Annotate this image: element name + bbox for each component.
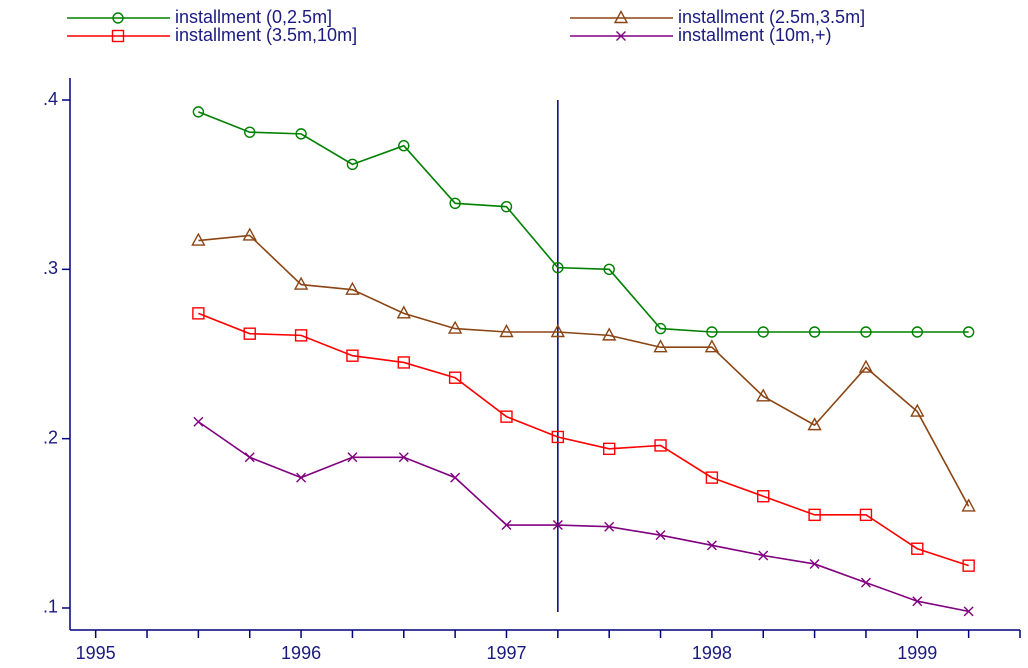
data-point [397, 356, 410, 369]
y-tick-label: .1 [43, 597, 58, 617]
legend-marker [613, 10, 629, 24]
x-tick-label: 1997 [486, 643, 526, 663]
data-point [244, 126, 256, 138]
data-point [858, 359, 874, 373]
data-point [961, 498, 976, 512]
data-point [552, 520, 563, 531]
data-point [500, 200, 513, 213]
legend-label: installment (10m,+) [678, 25, 832, 45]
data-point [602, 327, 617, 341]
data-point [295, 128, 307, 140]
data-point [193, 416, 204, 427]
data-point [244, 452, 255, 463]
data-point [192, 106, 205, 118]
data-point [807, 417, 822, 431]
series-line [197, 421, 969, 613]
data-point [963, 606, 974, 617]
data-point [242, 227, 257, 241]
data-point [655, 530, 666, 541]
data-point [654, 322, 667, 335]
data-point [347, 452, 358, 463]
data-point [705, 471, 719, 484]
data-point [706, 540, 717, 551]
data-point [860, 577, 871, 588]
data-point [911, 326, 923, 338]
data-point [653, 339, 668, 353]
data-point [704, 339, 720, 353]
data-point [757, 490, 770, 503]
data-point [552, 261, 564, 274]
legend-marker [111, 29, 125, 43]
data-point [396, 305, 411, 319]
data-point [192, 307, 205, 320]
legend-marker [616, 31, 626, 41]
data-point [603, 263, 615, 276]
data-point [604, 521, 615, 532]
data-point [499, 324, 514, 338]
x-tick-label: 1995 [76, 643, 116, 663]
legend-label: installment (0,2.5m] [175, 7, 332, 27]
series-line [198, 111, 969, 333]
legend-label: installment (3.5m,10m] [175, 25, 357, 45]
data-point [757, 326, 769, 338]
series-line [198, 312, 969, 567]
data-point [860, 326, 872, 338]
data-point [912, 596, 923, 607]
data-point [293, 276, 309, 290]
y-tick-label: .2 [43, 427, 58, 447]
data-point [346, 349, 359, 362]
data-point [243, 327, 256, 340]
data-point [450, 472, 461, 483]
data-point [294, 329, 308, 342]
legend-marker [112, 12, 124, 24]
data-point [809, 558, 820, 569]
y-tick-label: .4 [43, 89, 58, 109]
data-point [296, 472, 307, 483]
data-point [758, 550, 769, 561]
data-point [910, 403, 925, 417]
data-point [962, 559, 975, 572]
data-point [859, 508, 873, 522]
x-tick-label: 1999 [897, 643, 937, 663]
series-line [198, 234, 970, 507]
data-point [808, 508, 821, 522]
data-point [398, 452, 409, 463]
data-point [550, 324, 566, 338]
data-point [551, 430, 565, 444]
data-point [706, 326, 718, 338]
data-point [449, 197, 461, 210]
data-point [962, 326, 975, 338]
data-point [808, 326, 821, 338]
data-point [500, 410, 513, 423]
data-point [756, 388, 771, 402]
data-point [398, 140, 410, 152]
data-point [602, 442, 616, 456]
legend-label: installment (2.5m,3.5m] [678, 7, 865, 27]
y-tick-label: .3 [43, 258, 58, 278]
data-point [346, 158, 359, 171]
data-point [911, 542, 924, 555]
data-point [345, 281, 360, 295]
x-tick-label: 1996 [281, 643, 321, 663]
data-point [501, 520, 512, 531]
data-point [448, 371, 462, 384]
data-point [654, 439, 667, 452]
data-point [447, 320, 463, 334]
data-point [191, 232, 206, 246]
x-tick-label: 1998 [692, 643, 732, 663]
